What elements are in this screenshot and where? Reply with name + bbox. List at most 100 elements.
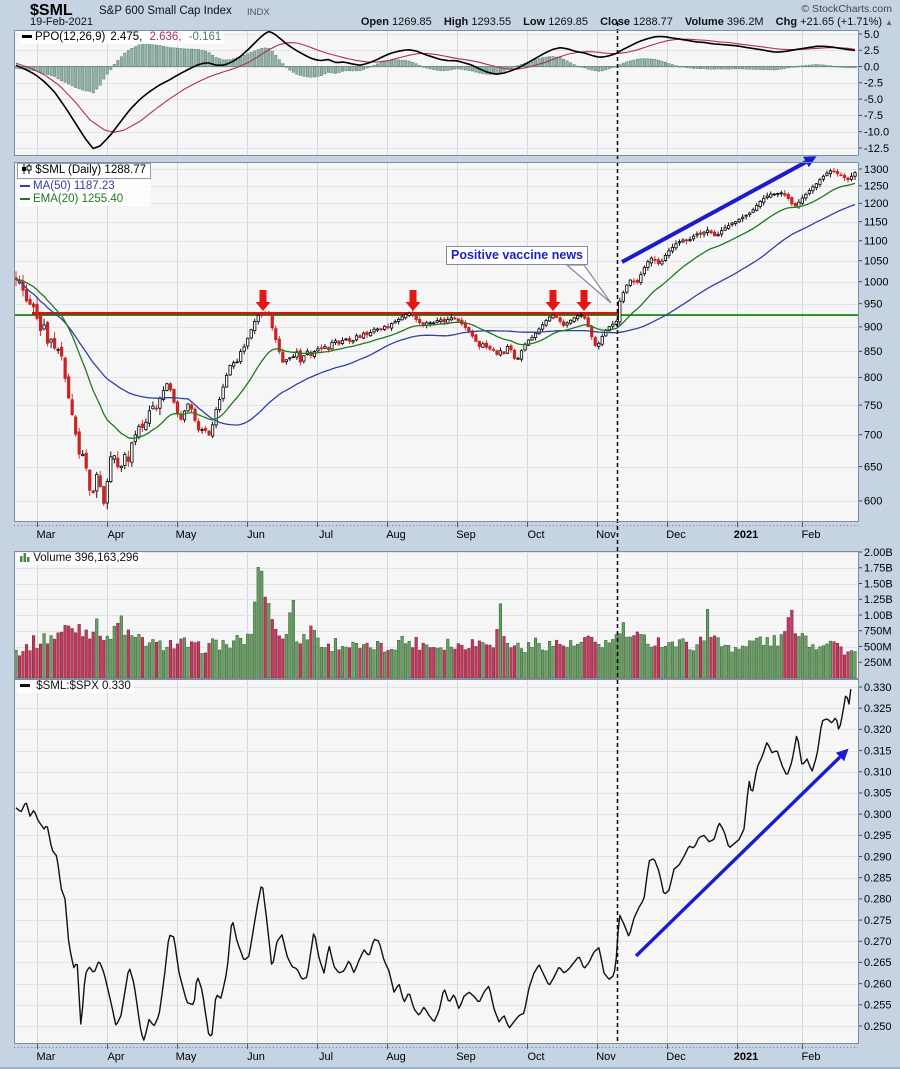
volume-bar <box>519 648 524 679</box>
candle-body <box>140 423 144 428</box>
hist-bar <box>383 61 387 67</box>
candle-body <box>393 321 397 324</box>
volume-bar <box>783 631 787 679</box>
price-legend: $SML (Daily) 1288.77 MA(50) 1187.23 EMA(… <box>17 163 151 206</box>
candle-body <box>225 375 229 388</box>
candle-body <box>625 284 629 293</box>
volume-bar <box>706 609 710 679</box>
hist-bar <box>393 59 397 67</box>
axis-tick-label: 600 <box>864 496 882 508</box>
hist-bar <box>319 66 323 76</box>
volume-bar <box>818 646 822 679</box>
hist-bar <box>358 66 362 72</box>
candle-body <box>158 398 162 409</box>
volume-bar <box>590 636 594 679</box>
candle-body <box>340 340 345 344</box>
volume-bar <box>793 633 797 679</box>
hist-bar <box>800 65 804 67</box>
volume-bar <box>772 635 776 679</box>
hist-bar <box>414 63 418 67</box>
candle-body <box>572 317 576 322</box>
hist-bar <box>67 66 71 85</box>
volume-bar <box>126 629 130 679</box>
axis-tick-label: 5.0 <box>864 29 879 41</box>
candle-body <box>583 315 587 319</box>
candle-body <box>565 322 569 326</box>
axis-tick-label: 0.310 <box>864 767 892 779</box>
hist-bar <box>197 49 200 67</box>
axis-tick-label: 0.0 <box>864 61 879 73</box>
axis-tick-label: 0.265 <box>864 957 892 969</box>
axis-tick-label: 1.25B <box>864 594 893 606</box>
volume-bar <box>298 643 302 679</box>
volume-bar <box>825 643 829 679</box>
volume-bar <box>49 635 53 679</box>
hist-bar <box>635 58 639 67</box>
month-label: Jul <box>319 529 333 541</box>
candle-body <box>435 320 439 323</box>
hist-bar <box>154 44 158 67</box>
candle-body <box>579 314 583 317</box>
candle-body <box>284 359 288 363</box>
hist-bar <box>846 66 850 69</box>
plot-background <box>14 30 858 155</box>
volume-bar <box>800 633 804 679</box>
hist-bar <box>534 59 537 67</box>
volume-bar <box>741 645 745 679</box>
candle-body <box>737 218 741 223</box>
hist-bar <box>42 66 46 74</box>
candle-body <box>688 239 692 241</box>
hist-bar <box>98 66 102 86</box>
candle-body <box>488 345 492 350</box>
panel-border <box>14 679 859 1044</box>
candle-body <box>825 172 829 176</box>
candle-body <box>684 239 689 242</box>
volume-bar <box>505 643 510 679</box>
volume-bar <box>684 641 689 679</box>
volume-bar <box>407 640 411 679</box>
hist-bar <box>326 66 330 73</box>
candle-body <box>193 408 197 421</box>
down-arrow <box>576 290 592 311</box>
hist-bar <box>463 66 467 71</box>
candle-body <box>312 351 316 357</box>
panel-border <box>14 30 859 156</box>
volume-bar <box>565 647 569 679</box>
hist-bar <box>348 66 351 72</box>
candle-body <box>695 233 699 236</box>
hist-bar <box>607 66 611 69</box>
hist-bar <box>593 66 597 72</box>
candle-body <box>256 314 260 322</box>
candle-body <box>628 279 632 286</box>
month-label: Jul <box>319 1051 333 1063</box>
month-label: Mar <box>37 529 56 541</box>
low-value: 1269.85 <box>548 16 588 28</box>
hist-bar <box>723 66 727 70</box>
candle-body <box>382 325 387 331</box>
volume-bar <box>112 625 116 679</box>
volume-bar <box>305 639 309 679</box>
candle-body <box>386 326 390 329</box>
candle-body <box>853 172 857 177</box>
hist-bar <box>337 66 341 73</box>
ratio-panel <box>14 679 858 1043</box>
hist-bar <box>123 52 127 67</box>
volume-bar <box>319 647 323 679</box>
volume-bar <box>656 637 660 679</box>
axis-tick-label: 1.75B <box>864 563 893 575</box>
hist-bar <box>699 66 702 69</box>
volume-bar <box>281 638 285 679</box>
hist-bar <box>537 58 541 67</box>
volume-bar <box>147 642 151 679</box>
hist-bar <box>165 46 169 67</box>
price-content <box>14 167 858 510</box>
hist-bar <box>488 66 492 75</box>
volume-value: 396.2M <box>726 16 764 28</box>
volume-bar <box>677 639 682 679</box>
hist-bar <box>102 66 106 80</box>
volume-bar <box>632 635 636 679</box>
hist-bar <box>140 44 144 67</box>
candle-body <box>214 409 218 426</box>
hist-bar <box>674 65 678 67</box>
panel-border <box>14 162 859 522</box>
